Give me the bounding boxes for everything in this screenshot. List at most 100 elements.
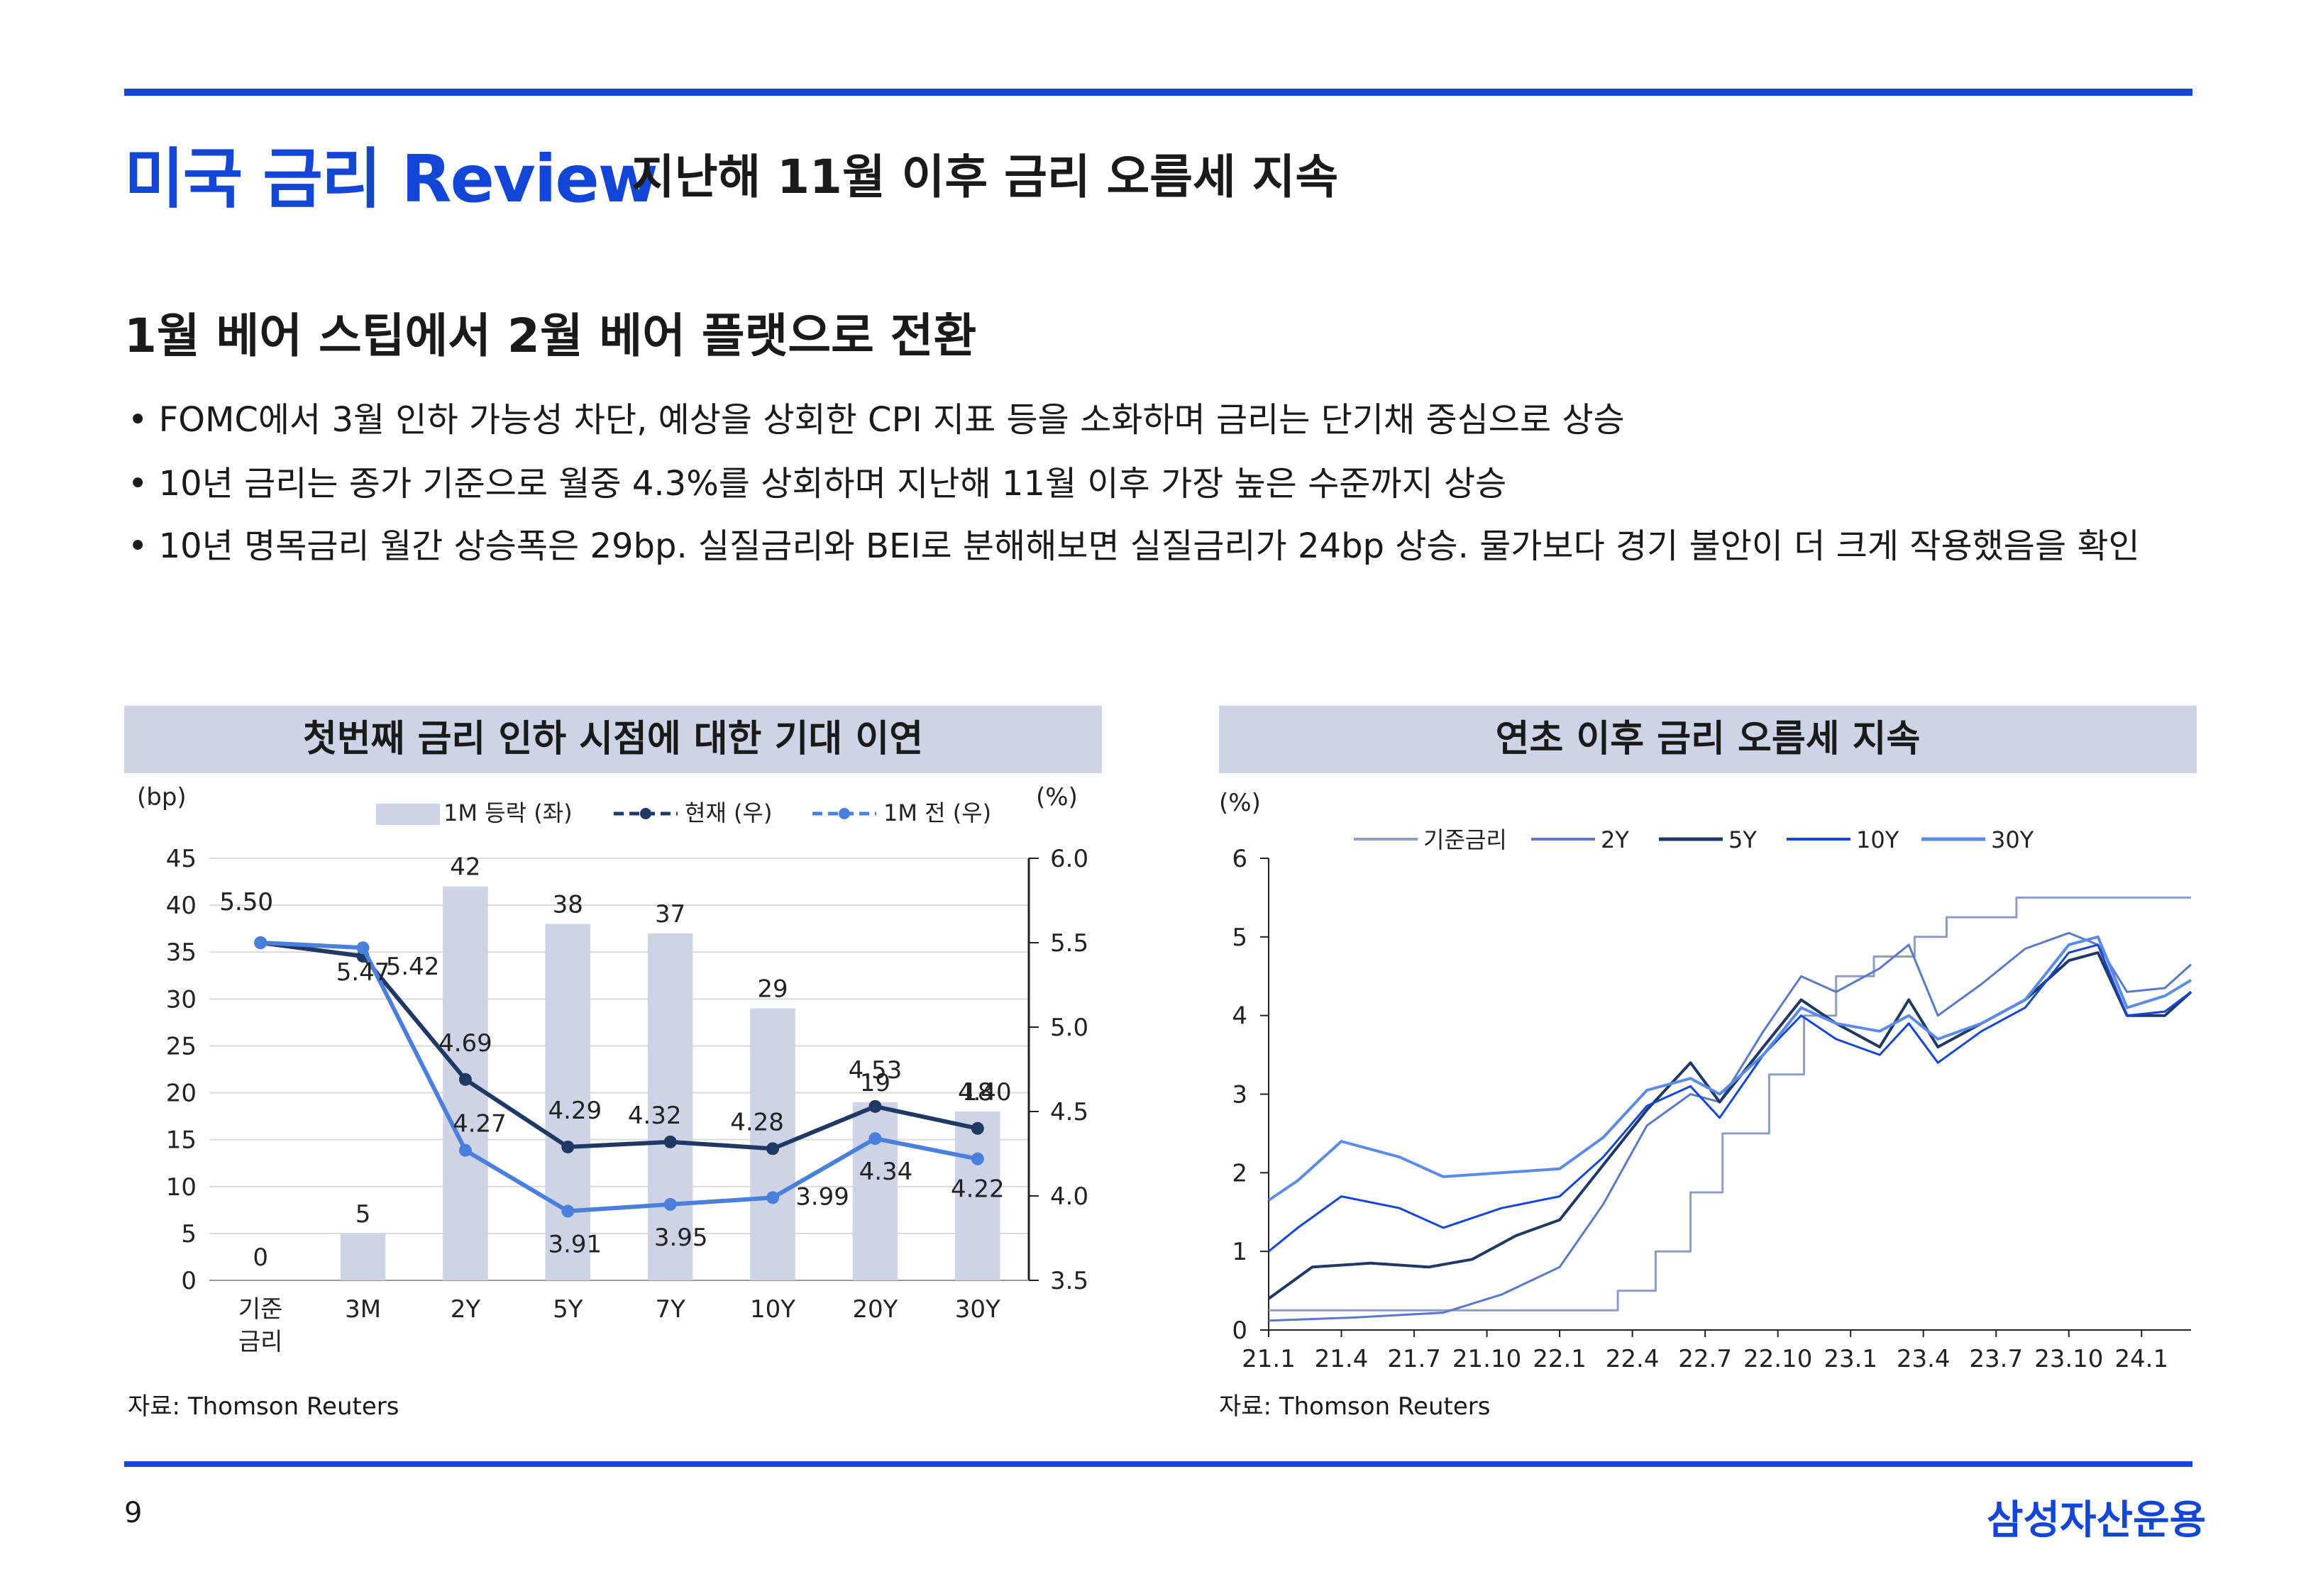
line-data-label: 5.42 bbox=[386, 953, 440, 981]
x-axis-tick: 23.7 bbox=[1969, 1345, 2023, 1373]
top-rule bbox=[124, 89, 2192, 96]
line-data-label: 4.29 bbox=[548, 1097, 602, 1125]
line-data-label: 4.32 bbox=[628, 1102, 682, 1130]
x-axis-tick: 23.10 bbox=[2034, 1345, 2103, 1373]
right-axis-tick: 3.5 bbox=[1050, 1267, 1088, 1295]
left-chart-title: 첫번째 금리 인하 시점에 대한 기대 이연 bbox=[124, 706, 1102, 773]
line-data-label: 4.27 bbox=[453, 1110, 507, 1138]
left-axis-tick: 0 bbox=[181, 1267, 197, 1295]
series-line bbox=[1267, 935, 2192, 1202]
y-axis-tick: 0 bbox=[1232, 1317, 1247, 1345]
x-axis-tick: 24.1 bbox=[2114, 1345, 2168, 1373]
bar-data-label: 5 bbox=[355, 1200, 371, 1229]
y-axis-tick: 5 bbox=[1232, 924, 1247, 952]
data-point bbox=[663, 1135, 677, 1148]
line-data-label: 4.28 bbox=[730, 1108, 784, 1136]
line-data-label: 3.91 bbox=[548, 1230, 602, 1258]
bar bbox=[340, 1233, 386, 1280]
line-data-label: 5.50 bbox=[219, 888, 273, 916]
left-axis-tick: 45 bbox=[166, 845, 197, 873]
right-axis-tick: 4.5 bbox=[1050, 1098, 1088, 1126]
left-axis-tick: 5 bbox=[181, 1220, 197, 1248]
line-data-label: 4.22 bbox=[951, 1175, 1005, 1204]
legend-swatch bbox=[640, 808, 651, 819]
line-data-label: 3.95 bbox=[654, 1224, 708, 1252]
legend-label: 10Y bbox=[1856, 826, 1899, 853]
legend-swatch bbox=[376, 804, 440, 825]
line-data-label: 5.50 bbox=[219, 888, 273, 916]
bar bbox=[647, 933, 693, 1280]
data-point bbox=[766, 1142, 780, 1156]
data-point bbox=[561, 1140, 575, 1153]
legend-label: 30Y bbox=[1991, 826, 2034, 853]
data-point bbox=[458, 1143, 472, 1157]
bar-data-label: 37 bbox=[655, 900, 685, 929]
category-label: 7Y bbox=[655, 1295, 685, 1324]
data-point bbox=[971, 1152, 984, 1165]
line-data-label: 4.40 bbox=[958, 1078, 1012, 1107]
right-axis-tick: 5.0 bbox=[1050, 1014, 1088, 1042]
legend-label: 현재 (우) bbox=[685, 799, 772, 826]
category-label: 2Y bbox=[451, 1295, 481, 1324]
series-line bbox=[1268, 943, 2192, 1253]
right-chart: (%) 0 1 2 3 4 5 6 21.1 21.4 21.7 21.10 22.1 22.4 22.7 2… bbox=[1219, 789, 2192, 1373]
bar-data-label: 18 bbox=[962, 1078, 993, 1107]
page-subtitle: 지난해 11월 이후 금리 오름세 지속 bbox=[631, 150, 1339, 204]
data-point bbox=[356, 941, 370, 955]
x-axis-tick: 22.4 bbox=[1606, 1345, 1660, 1373]
category-label: 10Y bbox=[750, 1295, 795, 1324]
left-axis-unit: (bp) bbox=[137, 783, 187, 811]
y-axis-unit: (%) bbox=[1219, 789, 1261, 817]
right-axis-tick: 6.0 bbox=[1050, 845, 1088, 873]
legend-label: 기준금리 bbox=[1423, 826, 1507, 853]
legend-label: 1M 등락 (좌) bbox=[443, 799, 573, 826]
data-point bbox=[561, 1204, 575, 1218]
page-title: 미국 금리 Review bbox=[124, 141, 658, 217]
left-axis-tick: 25 bbox=[166, 1032, 197, 1060]
right-chart-source: 자료: Thomson Reuters bbox=[1219, 1392, 1491, 1421]
left-axis-tick: 10 bbox=[166, 1173, 197, 1202]
y-axis-tick: 3 bbox=[1232, 1081, 1247, 1109]
right-axis-tick: 4.0 bbox=[1050, 1182, 1088, 1211]
line-data-label: 4.34 bbox=[859, 1158, 913, 1186]
line-data-label: 5.47 bbox=[336, 958, 390, 987]
right-chart-title: 연초 이후 금리 오름세 지속 bbox=[1219, 706, 2197, 773]
bullet-item: 10년 명목금리 월간 상승폭은 29bp. 실질금리와 BEI로 분해해보면 … bbox=[128, 518, 2140, 567]
legend-label: 2Y bbox=[1601, 826, 1629, 853]
left-axis-tick: 20 bbox=[166, 1080, 197, 1108]
x-axis-tick: 22.7 bbox=[1678, 1345, 1732, 1373]
x-axis-tick: 21.10 bbox=[1452, 1345, 1521, 1373]
data-point bbox=[971, 1121, 984, 1135]
data-point bbox=[458, 1073, 472, 1086]
series-line bbox=[260, 941, 978, 1151]
page-number: 9 bbox=[124, 1497, 143, 1529]
data-point bbox=[868, 1132, 882, 1146]
bar bbox=[545, 924, 591, 1280]
x-axis-tick: 21.7 bbox=[1387, 1345, 1441, 1373]
line-data-label: 3.99 bbox=[795, 1182, 849, 1211]
right-axis-unit: (%) bbox=[1036, 783, 1078, 811]
category-label: 20Y bbox=[852, 1295, 898, 1324]
line-data-label: 4.69 bbox=[438, 1029, 492, 1058]
bar bbox=[955, 1112, 1000, 1280]
category-label: 5Y bbox=[553, 1295, 583, 1324]
left-axis-tick: 35 bbox=[166, 938, 197, 967]
bar-data-label: 42 bbox=[450, 853, 480, 882]
y-axis-tick: 4 bbox=[1232, 1002, 1247, 1031]
y-axis-tick: 6 bbox=[1232, 845, 1247, 873]
category-label: 기준 bbox=[238, 1295, 283, 1324]
data-point bbox=[254, 936, 267, 949]
x-axis-tick: 21.4 bbox=[1315, 1345, 1369, 1373]
bar-data-label: 29 bbox=[757, 975, 788, 1004]
bullet-item: 10년 금리는 종가 기준으로 월중 4.3%를 상회하며 지난해 11월 이후… bbox=[128, 455, 1507, 505]
legend-swatch bbox=[839, 808, 850, 819]
series-line bbox=[1268, 931, 2192, 1322]
bar-data-label: 38 bbox=[553, 891, 583, 919]
bar-data-label: 19 bbox=[860, 1069, 890, 1097]
left-axis-tick: 30 bbox=[166, 985, 197, 1014]
legend-label: 5Y bbox=[1728, 826, 1757, 853]
bar bbox=[852, 1102, 898, 1280]
data-point bbox=[663, 1197, 677, 1211]
x-axis-tick: 21.1 bbox=[1242, 1345, 1296, 1373]
x-axis-tick: 22.10 bbox=[1743, 1345, 1812, 1373]
